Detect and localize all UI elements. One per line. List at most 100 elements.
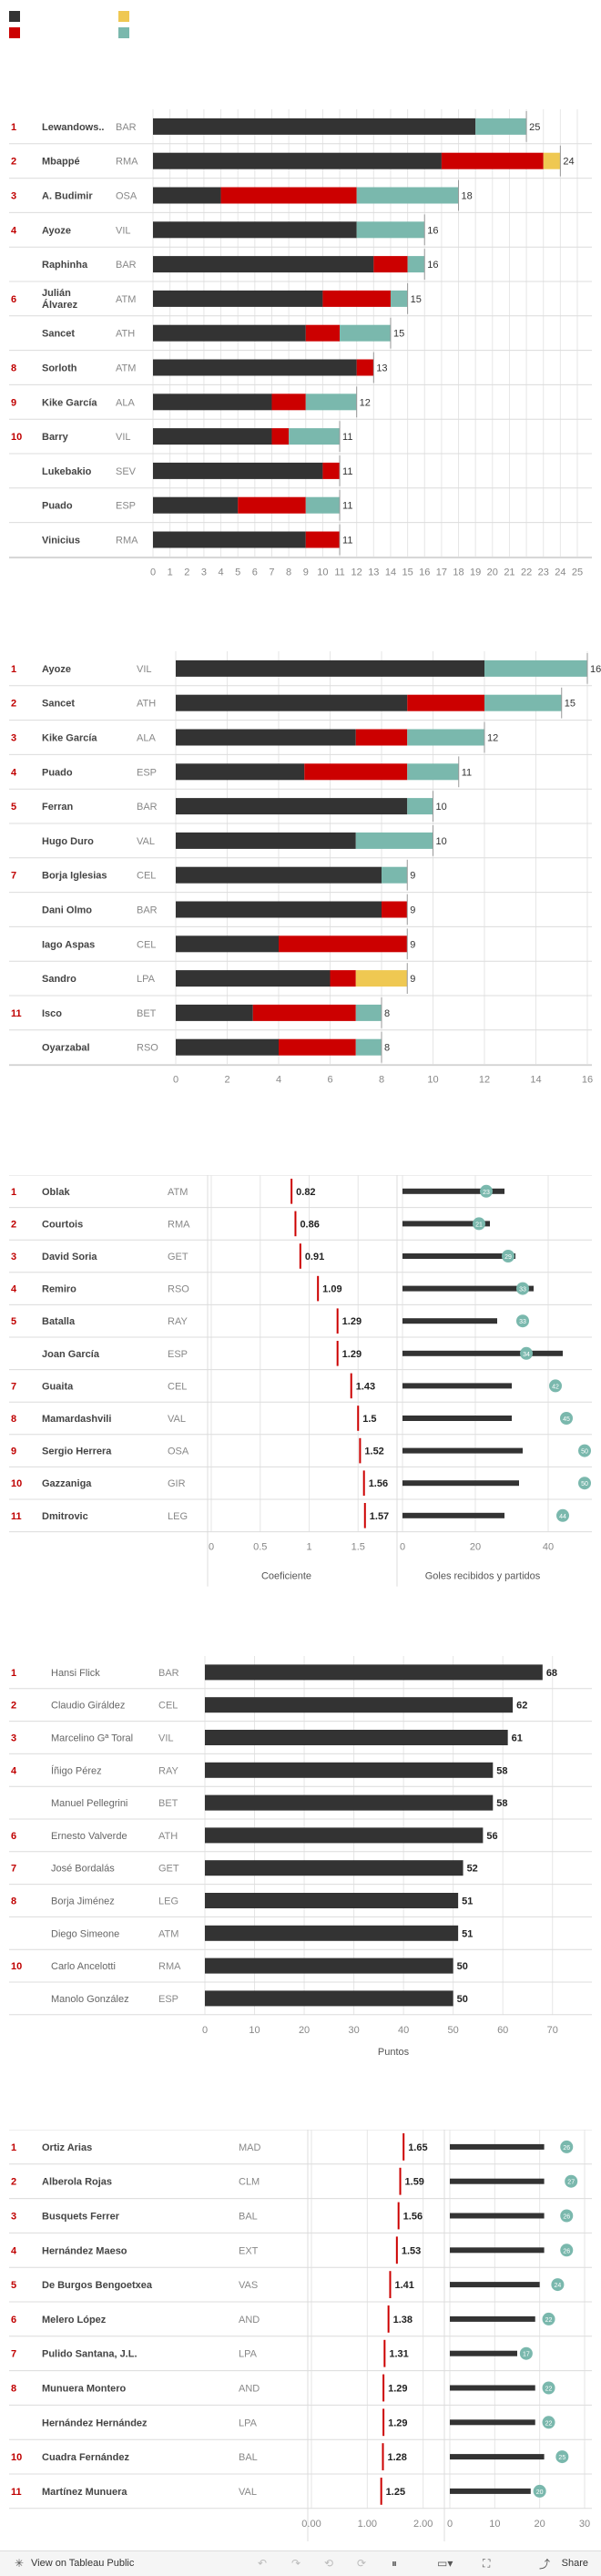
bar-segment [355, 832, 433, 849]
team-label: GET [158, 1864, 179, 1875]
bar-segment [238, 496, 306, 514]
coefficient-label: 1.5 [362, 1414, 376, 1425]
x-tick-label: 20 [470, 1542, 481, 1553]
bar-segment [176, 1038, 279, 1056]
bar-segment [176, 935, 279, 953]
pause-icon[interactable]: ⏸ [392, 2557, 398, 2570]
coach-name: Diego Simeone [51, 1928, 119, 1939]
value-label: 58 [496, 1765, 507, 1776]
x-tick-label: 10 [427, 1075, 438, 1084]
team-label: ESP [137, 767, 157, 778]
bar-segment [304, 763, 408, 781]
rank-label: 8 [11, 2384, 16, 2395]
player-name: Lewandows.. [42, 122, 104, 133]
team-label: VIL [158, 1733, 174, 1744]
rank-label: 3 [11, 1733, 16, 1744]
x-tick-label: 2.00 [413, 2519, 433, 2530]
goals-bar [450, 2143, 545, 2150]
refresh-icon[interactable]: ⟳ [357, 2557, 367, 2570]
matches-dot [480, 1184, 493, 1198]
value-label: 50 [457, 1994, 468, 2005]
bar-segment [176, 1004, 253, 1021]
bar-segment [176, 694, 408, 711]
undo-icon[interactable]: ↶ [258, 2557, 268, 2570]
total-label: 16 [427, 260, 438, 271]
bar-segment [322, 290, 391, 307]
team-label: ATM [168, 1187, 188, 1198]
player-name: Julián Álvarez [42, 288, 78, 311]
team-label: BAL [239, 2452, 258, 2463]
total-label: 13 [376, 363, 387, 374]
rank-label: 3 [11, 1252, 16, 1262]
player-name: Batalla [42, 1316, 76, 1327]
redo-icon[interactable]: ↷ [291, 2557, 301, 2570]
bar-segment [220, 187, 357, 204]
player-name: Guaita [42, 1381, 74, 1392]
bar-segment [153, 428, 272, 445]
revert-icon[interactable]: ⟲ [324, 2557, 334, 2570]
team-label: OSA [116, 191, 138, 202]
bar-segment [407, 256, 425, 273]
rank-label: 7 [11, 871, 16, 882]
rank-label: 1 [11, 2142, 16, 2153]
matches-label: 26 [563, 2145, 570, 2152]
player-name: Remiro [42, 1284, 76, 1295]
coach-name: Manuel Pellegrini [51, 1798, 127, 1809]
rank-label: 4 [11, 1284, 17, 1295]
bar-segment [176, 763, 305, 781]
player-name: Barry [42, 432, 69, 443]
rank-label: 4 [11, 767, 17, 778]
rank-label: 8 [11, 1414, 16, 1425]
x-tick-label: 50 [448, 2025, 459, 2036]
team-label: CEL [158, 1701, 178, 1712]
matches-dot [560, 2244, 574, 2257]
rank-label: 11 [11, 2487, 22, 2498]
value-label: 52 [467, 1864, 478, 1875]
comment-icon[interactable]: ▭▾ [437, 2557, 453, 2570]
bar-segment [153, 256, 374, 273]
x-tick-label: 1.5 [351, 1542, 365, 1553]
total-label: 10 [436, 836, 447, 847]
matches-label: 24 [555, 2283, 562, 2289]
fullscreen-icon[interactable]: ⛶ [483, 2557, 491, 2570]
x-tick-label: 0 [209, 1542, 214, 1553]
x-tick-label: 16 [582, 1075, 593, 1084]
bar [205, 1893, 459, 1908]
player-name: Borja Iglesias [42, 871, 107, 882]
goals-bar [402, 1318, 497, 1324]
bar-segment [441, 152, 544, 169]
rank-label: 4 [11, 225, 17, 236]
bar-segment [390, 290, 408, 307]
bar-segment [407, 694, 484, 711]
bar-segment [279, 1038, 356, 1056]
team-label: BAR [137, 802, 158, 813]
team-label: SEV [116, 466, 137, 477]
matches-label: 44 [559, 1514, 566, 1520]
coefficient-label: 1.29 [388, 2418, 407, 2428]
matches-dot [578, 1477, 591, 1490]
rank-label: 2 [11, 1219, 16, 1230]
goals-bar [402, 1253, 515, 1259]
view-on-tableau-link[interactable]: View on Tableau Public [31, 2558, 135, 2569]
matches-label: 22 [545, 2387, 553, 2393]
legend-swatch [118, 11, 129, 22]
legend-swatch [9, 27, 20, 38]
player-name: Courtois [42, 1219, 83, 1230]
team-label: OSA [168, 1446, 189, 1457]
team-label: VAS [239, 2280, 258, 2291]
x-tick-label: 7 [269, 567, 274, 578]
share-button[interactable]: Share [561, 2558, 588, 2569]
matches-dot [473, 1217, 485, 1231]
x-tick-label: 13 [368, 567, 379, 578]
matches-label: 29 [504, 1254, 512, 1261]
player-name: Cuadra Fernández [42, 2452, 129, 2463]
total-label: 24 [563, 157, 574, 168]
team-label: RAY [158, 1765, 178, 1776]
bar-segment [305, 531, 341, 548]
rank-label: 8 [11, 363, 16, 374]
team-label: LEG [158, 1896, 178, 1907]
x-tick-label: 8 [286, 567, 291, 578]
bar-segment [271, 428, 290, 445]
bar-segment [322, 462, 341, 479]
coach-name: Marcelino Gª Toral [51, 1733, 133, 1744]
